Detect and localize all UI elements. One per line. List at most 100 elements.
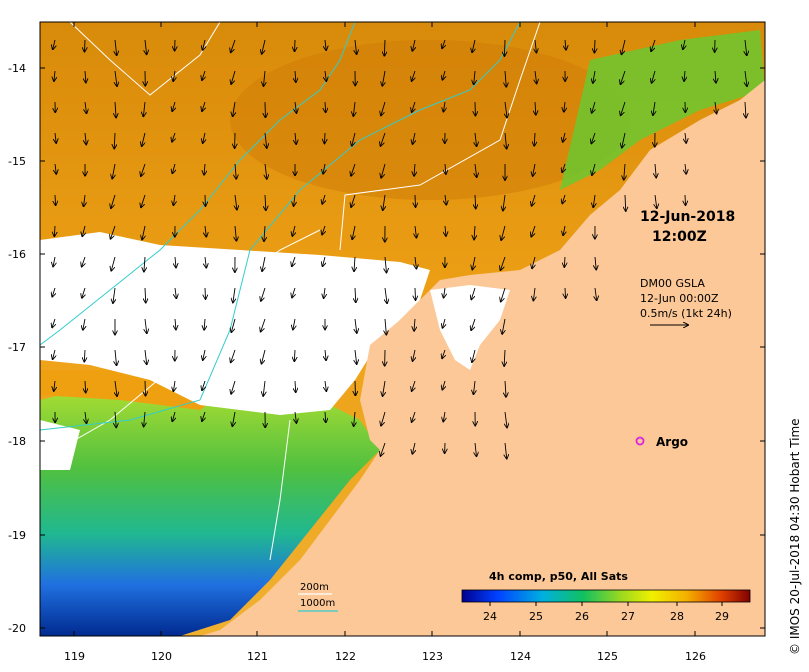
current-arrow [145, 39, 147, 54]
current-arrow [325, 39, 326, 50]
current-arrow [231, 318, 236, 332]
current-arrow [294, 194, 295, 206]
current-arrow [204, 163, 205, 175]
current-arrow [591, 132, 596, 143]
current-arrow [562, 194, 565, 203]
current-arrow [324, 132, 325, 143]
current-arrow [505, 380, 506, 397]
current-arrow [204, 318, 205, 330]
current-arrow [385, 287, 387, 303]
current-arrow [444, 287, 445, 298]
current-arrow [685, 163, 686, 174]
current-arrow [355, 349, 357, 364]
current-arrow [684, 70, 685, 81]
current-arrow [531, 225, 536, 237]
current-arrow [745, 101, 746, 118]
current-arrow [233, 101, 235, 116]
current-arrow [111, 225, 116, 239]
lat-tick-label: -14 [8, 62, 26, 75]
current-arrow [112, 163, 115, 179]
current-arrow [295, 101, 296, 113]
lat-tick-label: -20 [8, 622, 26, 635]
current-arrow [115, 39, 117, 55]
current-arrow [264, 225, 265, 241]
current-arrow [652, 70, 656, 83]
colorbar-tick-label: 27 [621, 610, 635, 623]
current-arrow [261, 287, 266, 301]
current-arrow [115, 349, 117, 365]
current-arrow [501, 287, 506, 302]
current-arrow [55, 163, 56, 174]
current-arrow [354, 411, 355, 426]
current-arrow [685, 132, 686, 143]
current-arrow [82, 225, 85, 236]
lon-tick-label: 125 [597, 650, 618, 663]
current-arrow [202, 101, 205, 111]
current-arrow [505, 70, 506, 87]
current-arrow [325, 349, 326, 360]
current-arrow [54, 70, 55, 81]
current-arrow [205, 256, 206, 268]
current-arrow [54, 380, 55, 391]
current-arrow [52, 287, 55, 297]
current-arrow [595, 256, 596, 269]
current-arrow [261, 318, 266, 332]
current-arrow [175, 287, 176, 298]
current-arrow [445, 225, 446, 236]
lat-tick-label: -15 [8, 155, 26, 168]
current-arrow [205, 287, 206, 299]
current-arrow [85, 70, 86, 83]
current-arrow [442, 349, 445, 358]
current-arrow [83, 318, 85, 330]
lat-tick-label: -19 [8, 529, 26, 542]
contour-200-north [69, 22, 221, 96]
current-arrow [621, 39, 626, 54]
current-arrow [262, 39, 266, 54]
current-arrow [145, 287, 146, 303]
current-arrow [235, 163, 236, 179]
colorbar-ticks: 24 25 26 27 28 29 [483, 602, 729, 623]
current-arrow [564, 256, 565, 267]
current-arrow [745, 39, 747, 55]
current-arrow [385, 256, 386, 272]
current-arrow [52, 318, 55, 327]
current-arrow [263, 380, 265, 396]
argo-float-icon[interactable] [635, 436, 645, 446]
current-arrow [564, 101, 565, 112]
current-arrow [380, 132, 386, 146]
lon-tick-label: 126 [685, 650, 706, 663]
current-arrow [85, 380, 86, 393]
contour-200-east [339, 22, 541, 251]
current-arrow [414, 163, 415, 176]
current-arrow [381, 411, 386, 426]
current-arrow [172, 411, 175, 421]
current-arrow [412, 101, 415, 112]
current-arrow [655, 194, 657, 208]
land-mass [200, 80, 765, 636]
current-arrow [115, 380, 117, 396]
current-arrow [84, 349, 85, 362]
current-arrow [504, 39, 505, 56]
current-arrow [621, 101, 626, 115]
current-arrow [172, 163, 175, 173]
current-arrow [82, 256, 85, 267]
current-arrow [415, 287, 416, 300]
current-arrow [231, 70, 236, 84]
current-arrow [594, 39, 595, 53]
current-arrow [621, 70, 626, 84]
current-arrow [504, 349, 505, 366]
current-arrow [472, 349, 475, 362]
current-arrow [203, 39, 205, 50]
current-arrow [202, 70, 205, 80]
current-arrow [383, 380, 385, 396]
current-vectors [52, 39, 747, 459]
current-arrow [595, 287, 597, 300]
sst-green-coast [560, 30, 765, 190]
current-arrow [172, 101, 175, 111]
current-arrow [715, 70, 716, 83]
current-arrow [475, 194, 476, 208]
current-arrow [294, 349, 295, 361]
current-arrow [263, 70, 265, 86]
colorbar-tick-label: 24 [483, 610, 497, 623]
